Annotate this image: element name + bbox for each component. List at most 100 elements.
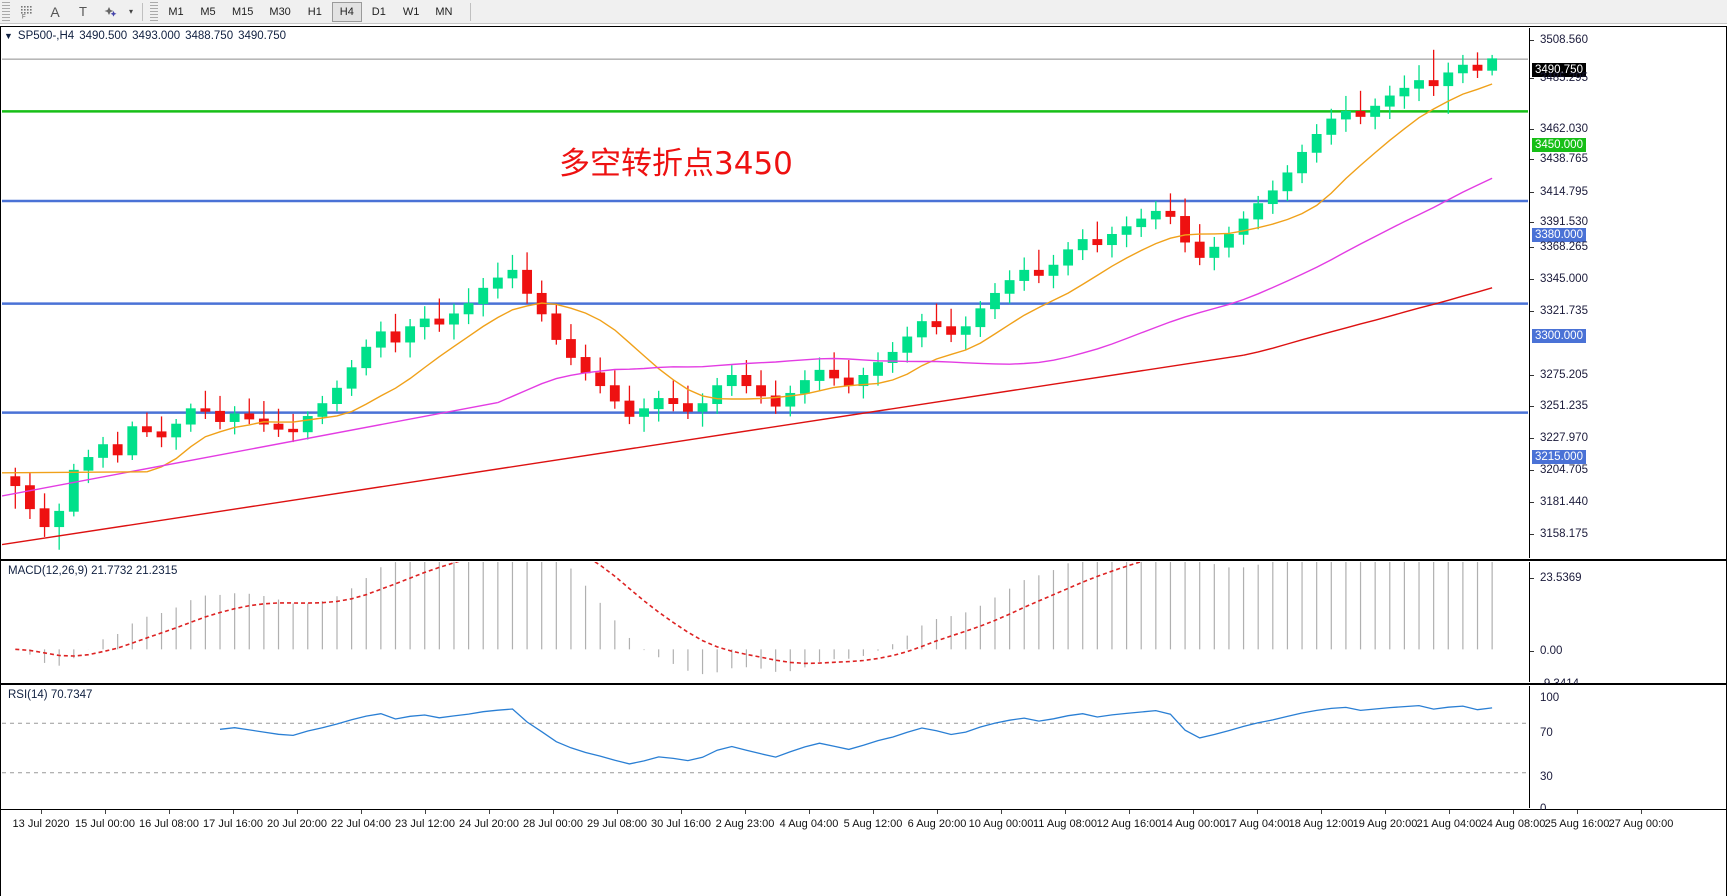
- timeframe-m5[interactable]: M5: [200, 5, 216, 18]
- time-axis-label: 17 Jul 16:00: [203, 818, 263, 830]
- time-axis-tick: [169, 810, 170, 814]
- time-axis-label: 24 Jul 20:00: [459, 818, 519, 830]
- time-axis-label: 16 Jul 08:00: [139, 818, 199, 830]
- price-axis-label: 3485.295: [1540, 72, 1588, 84]
- macd-axis-label: 23.5369: [1540, 572, 1582, 584]
- price-axis-tick: [1530, 222, 1534, 223]
- time-axis-tick: [1321, 810, 1322, 814]
- time-axis-label: 23 Jul 12:00: [395, 818, 455, 830]
- timeframe-w1[interactable]: W1: [402, 5, 420, 18]
- time-axis-tick: [41, 810, 42, 814]
- price-axis-tick: [1530, 129, 1534, 130]
- collapse-triangle-icon[interactable]: ▼: [4, 31, 13, 41]
- price-axis-badge-3450-000: 3450.000: [1532, 138, 1586, 152]
- ma-slow-line: [1243, 287, 1493, 356]
- time-axis-tick: [1193, 810, 1194, 814]
- time-axis-tick: [1065, 810, 1066, 814]
- timeframe-mn[interactable]: MN: [435, 5, 453, 18]
- time-axis-label: 25 Aug 16:00: [1544, 818, 1610, 830]
- time-axis-tick: [1449, 810, 1450, 814]
- price-axis-label: 3414.795: [1540, 186, 1588, 198]
- price-axis-tick: [1530, 375, 1534, 376]
- quote-high: 3493.000: [132, 30, 181, 42]
- time-axis-label: 2 Aug 23:00: [715, 818, 775, 830]
- objects-icon[interactable]: [98, 1, 124, 23]
- price-axis-tick: [1530, 159, 1534, 160]
- price-axis-tick: [1530, 470, 1534, 471]
- macd-plot-area[interactable]: [2, 562, 1528, 682]
- text-label-icon[interactable]: A: [50, 3, 60, 20]
- time-axis-label: 13 Jul 2020: [12, 818, 70, 830]
- timeframe-h1[interactable]: H1: [307, 5, 322, 18]
- price-axis-tick: [1530, 502, 1534, 503]
- ma-slow-extension: [2, 354, 1244, 546]
- time-axis-label: 5 Aug 12:00: [843, 818, 903, 830]
- price-axis-badge-3490-750: 3490.750: [1532, 63, 1586, 77]
- rsi-panel[interactable]: RSI(14) 70.7347 100 70 30 0: [0, 684, 1727, 815]
- price-plot-area[interactable]: [2, 28, 1528, 558]
- candlestick-svg: [2, 49, 1528, 550]
- price-axis-label: 3204.705: [1540, 464, 1588, 476]
- rsi-axis-label: 30: [1540, 771, 1553, 783]
- price-axis-tick: [1530, 438, 1534, 439]
- rsi-axis[interactable]: 100 70 30 0: [1529, 686, 1726, 815]
- price-axis-tick: [1530, 406, 1534, 407]
- time-axis-label: 19 Aug 20:00: [1352, 818, 1418, 830]
- time-axis-tick: [425, 810, 426, 814]
- time-axis-tick: [361, 810, 362, 814]
- time-axis-tick: [873, 810, 874, 814]
- time-axis-label: 18 Aug 12:00: [1288, 818, 1354, 830]
- price-axis-label: 3158.175: [1540, 528, 1588, 540]
- quote-low: 3488.750: [185, 30, 234, 42]
- rsi-axis-label: 70: [1540, 727, 1553, 739]
- rsi-header-label: RSI(14) 70.7347: [8, 689, 93, 701]
- time-axis-label: 22 Jul 04:00: [331, 818, 391, 830]
- timeframe-drag-handle[interactable]: [150, 1, 158, 22]
- time-axis-label: 28 Jul 00:00: [523, 818, 583, 830]
- text-box-icon[interactable]: T: [79, 4, 87, 19]
- price-axis-label: 3275.205: [1540, 369, 1588, 381]
- price-axis-badge-3380-000: 3380.000: [1532, 228, 1586, 242]
- price-axis[interactable]: 3508.560 3490.750 3485.295 3462.030 3450.000…: [1529, 28, 1726, 604]
- time-axis-tick: [1001, 810, 1002, 814]
- crosshair-icon[interactable]: F: [14, 1, 40, 23]
- rsi-svg: [2, 704, 1528, 774]
- macd-signal-line: [15, 562, 1143, 665]
- macd-panel[interactable]: MACD(12,26,9) 21.7732 21.2315 23.5369 0.0…: [0, 560, 1727, 690]
- timeframe-d1[interactable]: D1: [371, 5, 386, 18]
- price-axis-badge-3215-000: 3215.000: [1532, 450, 1586, 464]
- price-axis-label: 3438.765: [1540, 153, 1588, 165]
- timeframe-h4[interactable]: H4: [331, 1, 362, 22]
- ma-fast-extension: [2, 471, 147, 474]
- quote-close: 3490.750: [238, 30, 287, 42]
- time-axis-label: 11 Aug 08:00: [1032, 818, 1098, 830]
- time-axis-tick: [1385, 810, 1386, 814]
- rsi-axis-label: 100: [1540, 692, 1560, 704]
- timeframe-m1[interactable]: M1: [168, 5, 184, 18]
- price-axis-badge-3300-000: 3300.000: [1532, 329, 1586, 343]
- time-axis-tick: [233, 810, 234, 814]
- price-chart-panel[interactable]: 3508.560 3490.750 3485.295 3462.030 3450.000…: [0, 26, 1727, 604]
- ma-mid-extension: [2, 401, 498, 497]
- time-axis-label: 10 Aug 00:00: [968, 818, 1034, 830]
- objects-dropdown-caret[interactable]: ▾: [128, 7, 133, 16]
- time-axis[interactable]: 13 Jul 2020 15 Jul 00:00 16 Jul 08:00 17 Ju…: [0, 810, 1727, 896]
- timeframe-m15[interactable]: M15: [232, 5, 254, 18]
- time-axis-tick: [1257, 810, 1258, 814]
- time-axis-tick: [1577, 810, 1578, 814]
- time-axis-tick: [553, 810, 554, 814]
- time-axis-tick: [809, 810, 810, 814]
- timeframe-m30[interactable]: M30: [269, 5, 291, 18]
- price-axis-tick: [1530, 192, 1534, 193]
- time-axis-label: 21 Aug 04:00: [1416, 818, 1482, 830]
- quote-open: 3490.500: [79, 30, 128, 42]
- chart-toolbar: F A T ▾ M1 M5 M15 M30 H1 H4 D1 W1 MN: [0, 0, 1727, 24]
- time-axis-tick: [297, 810, 298, 814]
- time-axis-label: 29 Jul 08:00: [587, 818, 647, 830]
- rsi-plot-area[interactable]: [2, 686, 1528, 808]
- price-axis-label: 3462.030: [1540, 123, 1588, 135]
- toolbar-drag-handle[interactable]: [2, 1, 10, 22]
- rsi-axis-label: 0: [1540, 803, 1547, 815]
